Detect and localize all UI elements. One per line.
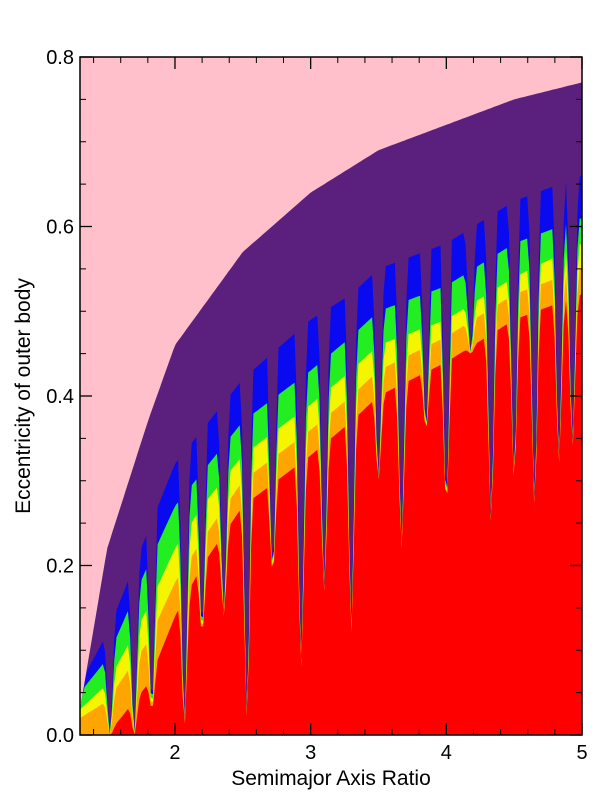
y-axis-label: Eccentricity of outer body <box>12 278 35 514</box>
y-tick-label: 0.4 <box>46 386 74 408</box>
y-tick-label: 0.6 <box>46 217 74 239</box>
stability-bands <box>80 57 582 735</box>
y-tick-label: 0.0 <box>46 725 74 747</box>
red-band <box>80 294 582 735</box>
axis-tick-labels: 2 3 4 5 0.0 0.2 0.4 0.6 0.8 <box>46 47 587 764</box>
x-axis-label: Semimajor Axis Ratio <box>231 767 431 790</box>
x-tick-label: 4 <box>441 742 452 764</box>
x-tick-label: 3 <box>305 742 316 764</box>
y-tick-label: 0.8 <box>46 47 74 69</box>
x-tick-label: 2 <box>169 742 180 764</box>
x-tick-label: 5 <box>576 742 587 764</box>
y-tick-label: 0.2 <box>46 556 74 578</box>
axis-ticks <box>80 56 583 736</box>
